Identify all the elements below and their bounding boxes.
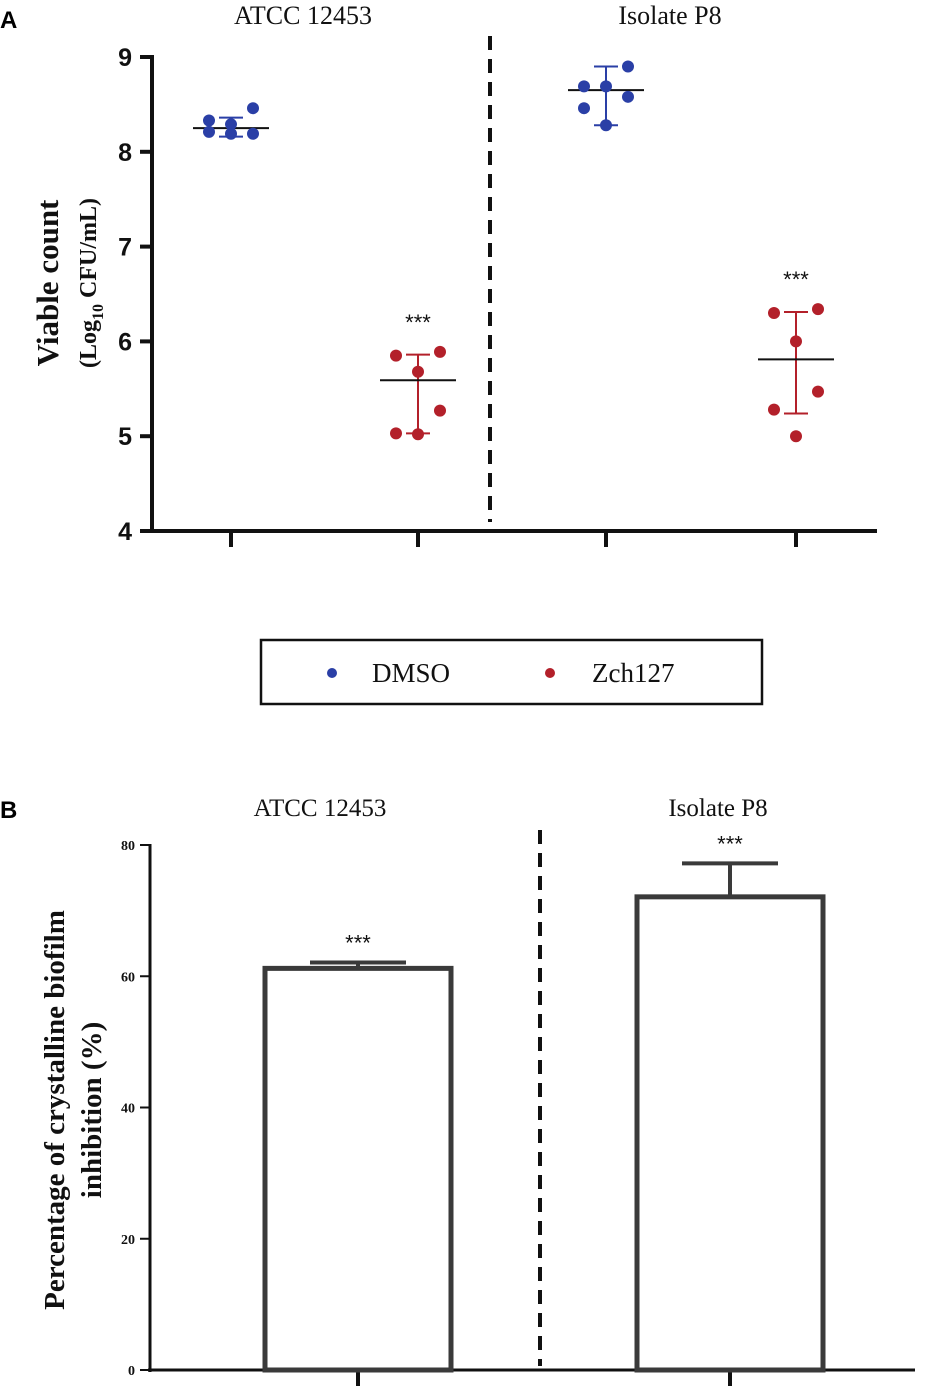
panel-b-ylabel-line1: Percentage of crystalline biofilm bbox=[39, 910, 71, 1310]
panel-a-significance-label: *** bbox=[405, 310, 431, 335]
panel-a-data-point bbox=[434, 404, 446, 417]
panel-b-y-tick-label: 60 bbox=[121, 970, 135, 985]
legend: DMSO Zch127 bbox=[259, 638, 764, 706]
panel-b-bar bbox=[634, 894, 826, 1373]
panel-b-bar-group-atcc: *** bbox=[262, 930, 454, 1373]
panel-a-data-point bbox=[622, 60, 634, 73]
legend-dmso-label: DMSO bbox=[372, 658, 450, 688]
panel-a-data-point bbox=[390, 349, 402, 362]
panel-a-data-point bbox=[768, 306, 780, 319]
legend-zch127-marker bbox=[545, 668, 555, 678]
panel-b-significance-label: *** bbox=[345, 930, 371, 955]
panel-a-data-point bbox=[790, 335, 802, 348]
panel-b-category-header-atcc: ATCC 12453 bbox=[254, 795, 387, 822]
panel-b-y-tick-label: 40 bbox=[121, 1102, 135, 1117]
panel-b-ylabel-line2: inhibition (%) bbox=[76, 1022, 108, 1198]
panel-a-data-point bbox=[812, 385, 824, 398]
panel-a-y-tick-label: 5 bbox=[118, 423, 132, 451]
panel-a-data-point bbox=[434, 345, 446, 358]
panel-a-y-tick-label: 9 bbox=[118, 44, 132, 72]
panel-a-data-point bbox=[622, 90, 634, 103]
panel-a-series-zch127-p8: *** bbox=[758, 267, 834, 443]
panel-a-data-point bbox=[247, 102, 259, 115]
panel-a-data-point bbox=[812, 303, 824, 316]
panel-a-data-point bbox=[203, 125, 215, 138]
panel-b-y-tick-label: 0 bbox=[128, 1364, 135, 1379]
panel-a-ylabel-sub-prefix: (Log bbox=[76, 320, 102, 368]
panel-label-b: B bbox=[0, 797, 17, 824]
panel-a-ylabel-sub: (Log10 CFU/mL) bbox=[76, 198, 107, 368]
panel-b-y-tick-label: 80 bbox=[121, 839, 135, 854]
panel-a-y-tick-label: 6 bbox=[118, 328, 132, 356]
panel-a-series-zch127-atcc: *** bbox=[380, 310, 456, 441]
legend-box bbox=[259, 638, 764, 706]
panel-b-bar-chart: ATCC 12453 Isolate P8 Percentage of crys… bbox=[39, 795, 915, 1386]
panel-a-ylabel-sub-suffix: CFU/mL) bbox=[76, 198, 102, 304]
panel-a-y-axis-title: Viable count (Log10 CFU/mL) bbox=[30, 198, 107, 368]
panel-a-data-point bbox=[390, 427, 402, 440]
panel-a-data-point bbox=[225, 118, 237, 131]
panel-a-y-tick-label: 7 bbox=[118, 234, 132, 262]
panel-a-scatter-chart: ATCC 12453 Isolate P8 Viable count (Log1… bbox=[30, 1, 877, 547]
panel-a-y-tick-label: 4 bbox=[118, 518, 132, 546]
panel-a-data-point bbox=[578, 80, 590, 93]
panel-b-category-header-p8: Isolate P8 bbox=[668, 795, 767, 822]
panel-a-data-point bbox=[412, 428, 424, 441]
panel-a-data-point bbox=[247, 127, 259, 140]
legend-dmso-marker bbox=[327, 668, 337, 678]
panel-b-significance-label: *** bbox=[717, 831, 743, 856]
panel-a-group-label-p8: Isolate P8 bbox=[618, 1, 721, 30]
panel-a-data-point bbox=[203, 114, 215, 127]
panel-a-data-point bbox=[225, 127, 237, 140]
panel-a-y-tick-label: 8 bbox=[118, 139, 132, 167]
panel-a-data-point bbox=[600, 119, 612, 132]
panel-a-significance-label: *** bbox=[783, 267, 809, 292]
panel-a-ylabel-main: Viable count bbox=[30, 199, 65, 366]
panel-a-ylabel-sub-subscript: 10 bbox=[90, 304, 107, 320]
panel-a-data-point bbox=[600, 80, 612, 93]
panel-b-bar bbox=[262, 965, 454, 1373]
panel-a-series-dmso-p8 bbox=[568, 60, 644, 132]
legend-zch127-label: Zch127 bbox=[592, 658, 674, 688]
panel-b-bar-group-p8: *** bbox=[634, 831, 826, 1373]
panel-b-y-tick-label: 20 bbox=[121, 1233, 135, 1248]
panel-b-y-axis-title: Percentage of crystalline biofilm inhibi… bbox=[39, 910, 108, 1310]
panel-a-data-point bbox=[768, 403, 780, 416]
panel-a-data-point bbox=[790, 430, 802, 443]
panel-a-series-dmso-atcc bbox=[193, 102, 269, 140]
panel-a-group-label-atcc: ATCC 12453 bbox=[234, 1, 372, 30]
panel-a-data-point bbox=[578, 102, 590, 115]
panel-label-a: A bbox=[0, 7, 17, 34]
panel-a-data-point bbox=[412, 365, 424, 378]
